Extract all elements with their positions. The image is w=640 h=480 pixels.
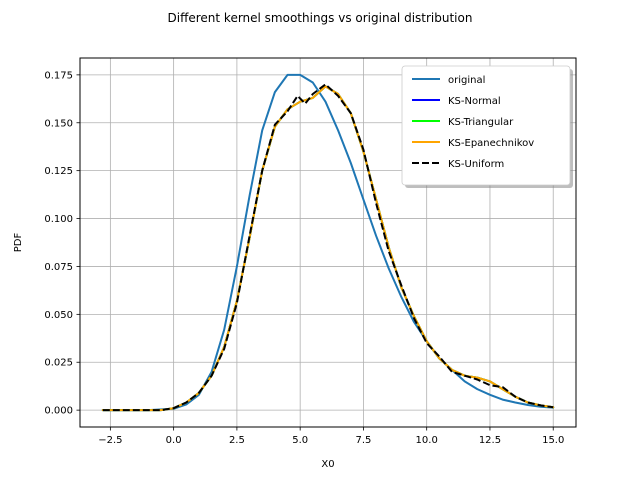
series-line-original (101, 73, 555, 412)
y-tick-label: 0.175 (44, 70, 73, 81)
y-tick-label: 0.150 (44, 118, 73, 129)
legend-box (401, 65, 571, 186)
legend-label-ks-epanechnikov: KS-Epanechnikov (448, 138, 534, 149)
y-tick-label: 0.050 (44, 310, 73, 321)
y-tick-label: 0.000 (44, 406, 73, 417)
x-tick-label: 5.0 (292, 435, 308, 446)
x-tick-label: 15.0 (542, 435, 564, 446)
legend-label-ks-triangular: KS-Triangular (448, 117, 514, 128)
x-tick-label: 0.0 (166, 435, 182, 446)
x-tick-label: 7.5 (355, 435, 371, 446)
legend: original KS-Normal KS-Triangular KS-Epanech… (401, 65, 573, 188)
x-tick-label: 12.5 (479, 435, 501, 446)
y-tick-label: 0.025 (44, 358, 73, 369)
y-axis-label: PDF (13, 233, 24, 253)
x-tick-label: 10.0 (416, 435, 438, 446)
x-tick-label: −2.5 (98, 435, 122, 446)
plot-series (101, 73, 555, 412)
y-tick-label: 0.125 (44, 166, 73, 177)
y-tick-label: 0.075 (44, 262, 73, 273)
y-tick-label: 0.100 (44, 214, 73, 225)
x-tick-label: 2.5 (229, 435, 245, 446)
chart-title: Different kernel smoothings vs original … (168, 11, 473, 25)
legend-label-ks-normal: KS-Normal (448, 96, 501, 107)
plot-area-frame (79, 57, 577, 428)
x-axis-label: X0 (321, 459, 334, 470)
series-line-ks-uniform (102, 83, 554, 412)
axes: −2.5 0.0 2.5 5.0 7.5 10.0 12.5 15.0 0.000 0.025 0.… (44, 70, 564, 446)
legend-label-original: original (448, 75, 485, 86)
legend-label-ks-uniform: KS-Uniform (448, 159, 504, 170)
